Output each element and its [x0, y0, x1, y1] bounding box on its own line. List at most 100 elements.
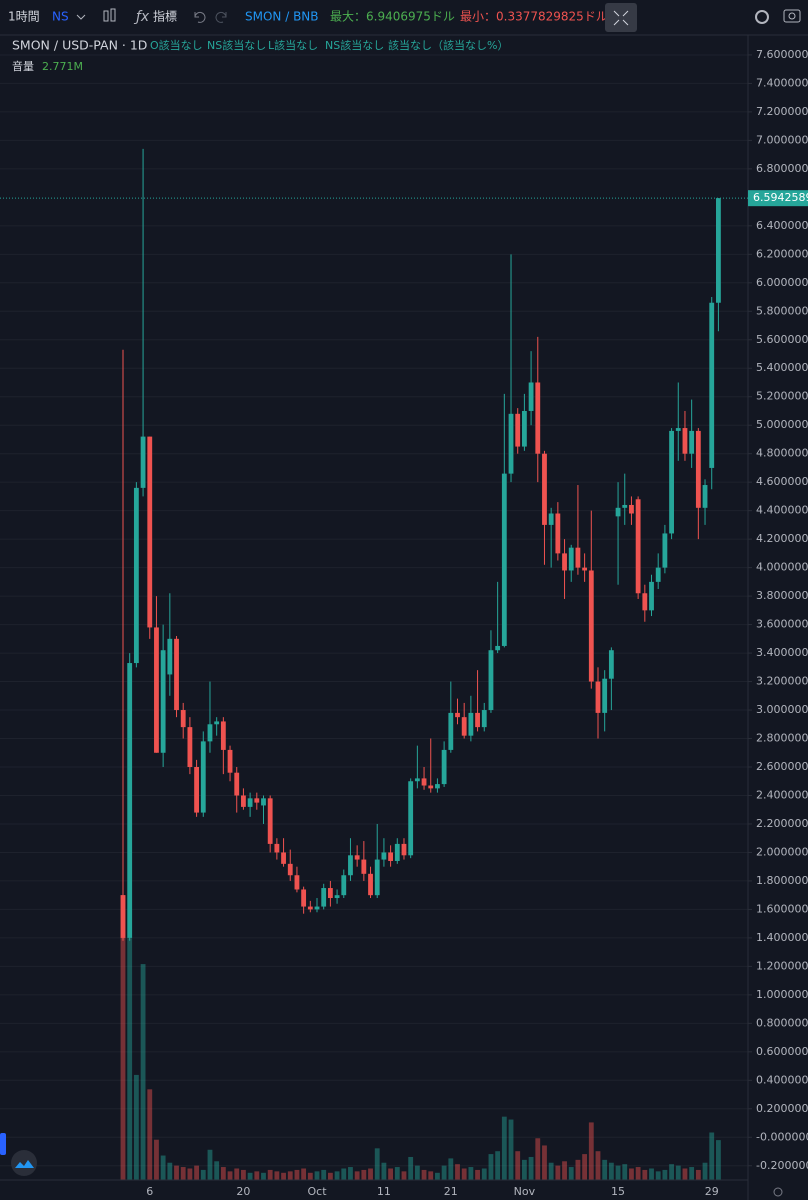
candle-body	[675, 428, 681, 431]
volume-bar	[562, 1161, 567, 1180]
candle-body	[562, 553, 567, 571]
volume-bar	[307, 1172, 313, 1180]
volume-bar	[194, 1165, 199, 1180]
volume-bar	[261, 1172, 266, 1180]
volume-bar	[555, 1165, 561, 1180]
volume-bar	[655, 1171, 661, 1180]
candle-body	[649, 581, 654, 611]
volume-bar	[488, 1154, 494, 1180]
candle-body	[307, 906, 313, 910]
candle-body	[622, 504, 628, 508]
candle-body	[274, 843, 280, 853]
candle-body	[441, 749, 447, 785]
axis-settings-icon[interactable]	[773, 1187, 783, 1197]
volume-bar	[281, 1172, 286, 1180]
volume-bar	[140, 964, 146, 1180]
undo-icon[interactable]	[194, 11, 206, 23]
candle-body	[408, 781, 414, 856]
volume-bar	[388, 1168, 394, 1180]
candle-body	[488, 650, 494, 711]
volume-bar	[716, 1140, 721, 1180]
indicators-button[interactable]: 指標	[153, 9, 177, 24]
y-tick-label: 0.80000000	[756, 1016, 808, 1029]
y-tick-label: 1.2000000	[756, 959, 808, 972]
redo-icon[interactable]	[215, 11, 227, 23]
candle-body	[481, 710, 487, 728]
volume-bar	[615, 1165, 621, 1180]
candle-body	[669, 430, 674, 534]
volume-bar	[588, 1122, 594, 1180]
candle-body	[448, 712, 454, 750]
candle-body	[348, 855, 353, 876]
candle-body	[247, 798, 253, 807]
candle-body	[154, 627, 159, 753]
volume-bar	[495, 1151, 501, 1180]
candle-body	[381, 852, 387, 860]
volume-bar	[314, 1171, 320, 1180]
candle-body	[301, 889, 307, 907]
logo-icon	[15, 1160, 34, 1168]
volume-bar	[301, 1168, 307, 1180]
volume-bar	[267, 1169, 273, 1180]
chart-type-icon[interactable]	[103, 8, 116, 22]
y-tick-label: 2.2000000	[756, 817, 808, 830]
volume-bar	[227, 1171, 233, 1180]
source-button[interactable]: NS	[52, 10, 69, 24]
volume-bar	[127, 938, 133, 1180]
volume-bar	[695, 1169, 701, 1180]
volume-bar	[147, 1089, 153, 1180]
volume-bar	[595, 1151, 601, 1180]
candle-body	[401, 843, 407, 856]
candle-body	[187, 727, 193, 768]
volume-bar	[662, 1169, 668, 1180]
fx-icon[interactable]: ƒx	[133, 9, 150, 25]
candle-body	[254, 798, 260, 803]
volume-bar	[535, 1138, 541, 1180]
settings-icon[interactable]	[755, 10, 769, 24]
volume-bar	[568, 1167, 574, 1180]
volume-bar	[220, 1167, 226, 1180]
volume-bar	[341, 1168, 347, 1180]
interval-button[interactable]: 1時間	[8, 10, 40, 24]
fullscreen-button[interactable]	[605, 3, 637, 32]
logo-button[interactable]	[11, 1150, 37, 1176]
candle-body	[167, 638, 173, 675]
volume-bar	[528, 1156, 534, 1180]
candle-body	[635, 499, 641, 594]
volume-bar	[669, 1164, 674, 1180]
volume-bar	[187, 1168, 193, 1180]
candle-body	[568, 547, 574, 571]
candle-body	[608, 650, 614, 679]
volume-bar	[394, 1167, 400, 1180]
candle-body	[414, 778, 420, 782]
side-tab[interactable]	[0, 1133, 6, 1155]
candle-body	[435, 784, 440, 789]
dropdown-icon[interactable]	[76, 14, 86, 20]
volume-bar	[461, 1168, 467, 1180]
candle-body	[214, 721, 220, 725]
x-tick-label: 15	[611, 1185, 625, 1198]
candle-body	[428, 785, 434, 789]
candle-body	[655, 567, 661, 582]
candle-body	[528, 382, 534, 411]
y-tick-label: 0.60000000	[756, 1045, 808, 1058]
candle-body	[495, 645, 501, 651]
volume-bar	[133, 1074, 139, 1180]
volume-bar	[200, 1169, 206, 1180]
volume-legend-name: 音量	[12, 59, 34, 73]
x-tick-label: Oct	[307, 1185, 327, 1198]
volume-legend-value: 2.771M	[42, 60, 83, 73]
camera-icon[interactable]	[783, 9, 801, 23]
